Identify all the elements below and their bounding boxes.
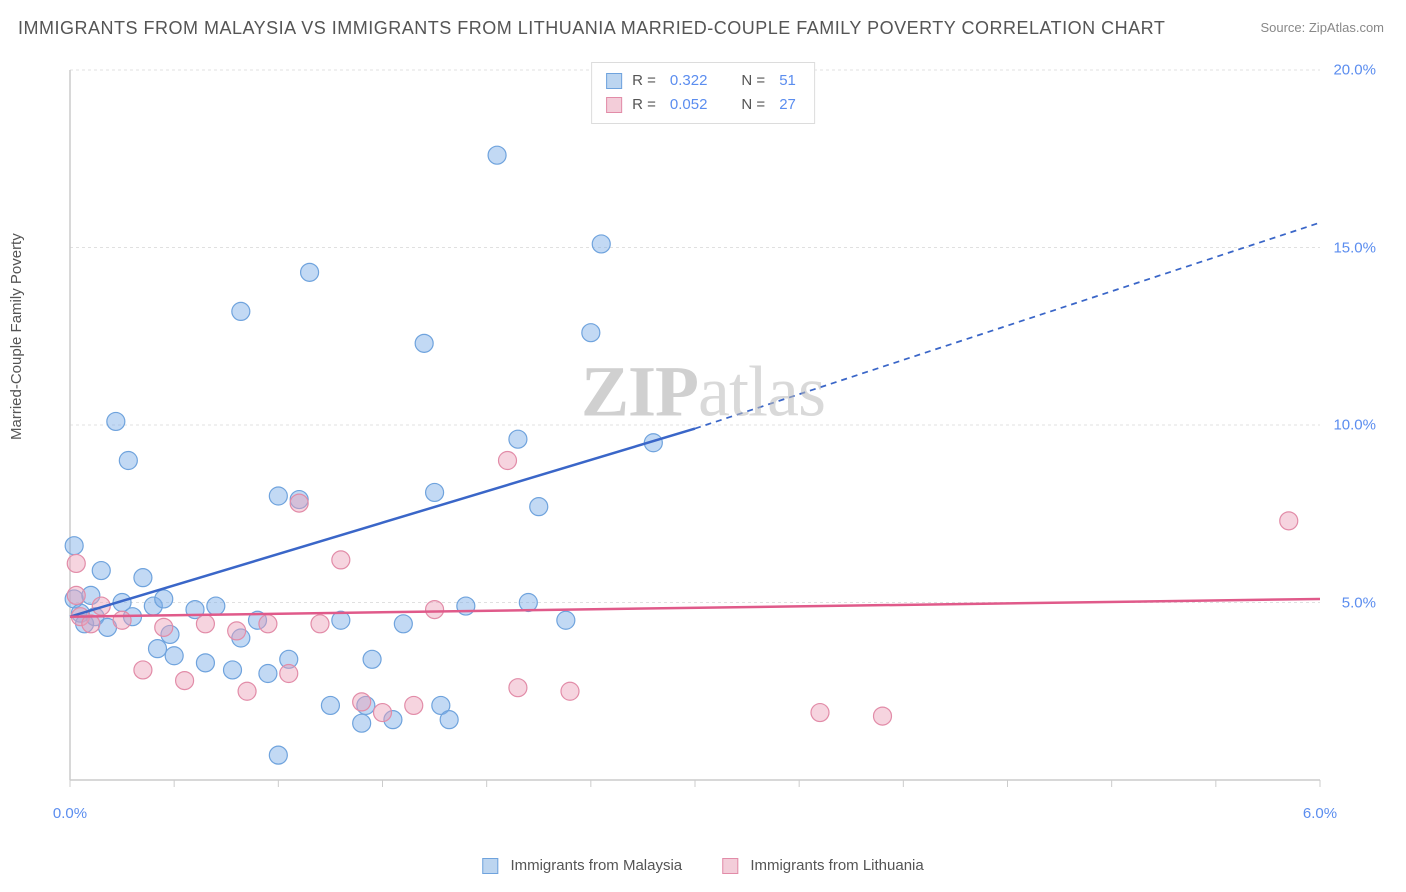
square-marker-icon — [606, 97, 622, 113]
y-tick-label: 10.0% — [1333, 417, 1376, 434]
stat-r-value: 0.322 — [670, 69, 708, 93]
stats-legend-box: R = 0.322 N = 51 R = 0.052 N = 27 — [591, 62, 815, 124]
stat-label-r: R = — [632, 69, 656, 93]
square-marker-icon — [722, 858, 738, 874]
square-marker-icon — [482, 858, 498, 874]
stat-label-r: R = — [632, 93, 656, 117]
x-tick-label: 6.0% — [1303, 805, 1337, 822]
legend-item-lithuania: Immigrants from Lithuania — [722, 857, 924, 874]
plot-area: 5.0%10.0%15.0%20.0%0.0%6.0% — [60, 60, 1380, 820]
legend-item-malaysia: Immigrants from Malaysia — [482, 857, 682, 874]
stat-r-value: 0.052 — [670, 93, 708, 117]
chart-title: IMMIGRANTS FROM MALAYSIA VS IMMIGRANTS F… — [18, 18, 1165, 39]
square-marker-icon — [606, 73, 622, 89]
y-tick-label: 5.0% — [1342, 594, 1376, 611]
stat-label-n: N = — [741, 93, 765, 117]
scatter-chart — [60, 60, 1380, 820]
y-axis-label: Married-Couple Family Poverty — [8, 233, 25, 440]
stat-n-value: 27 — [779, 93, 796, 117]
stats-row-lithuania: R = 0.052 N = 27 — [606, 93, 800, 117]
source-credit: Source: ZipAtlas.com — [1260, 20, 1384, 35]
legend-label: Immigrants from Lithuania — [750, 857, 923, 874]
stats-row-malaysia: R = 0.322 N = 51 — [606, 69, 800, 93]
y-tick-label: 20.0% — [1333, 62, 1376, 79]
stat-n-value: 51 — [779, 69, 796, 93]
stat-label-n: N = — [741, 69, 765, 93]
y-tick-label: 15.0% — [1333, 239, 1376, 256]
x-tick-label: 0.0% — [53, 805, 87, 822]
bottom-legend: Immigrants from Malaysia Immigrants from… — [482, 857, 923, 874]
legend-label: Immigrants from Malaysia — [510, 857, 682, 874]
